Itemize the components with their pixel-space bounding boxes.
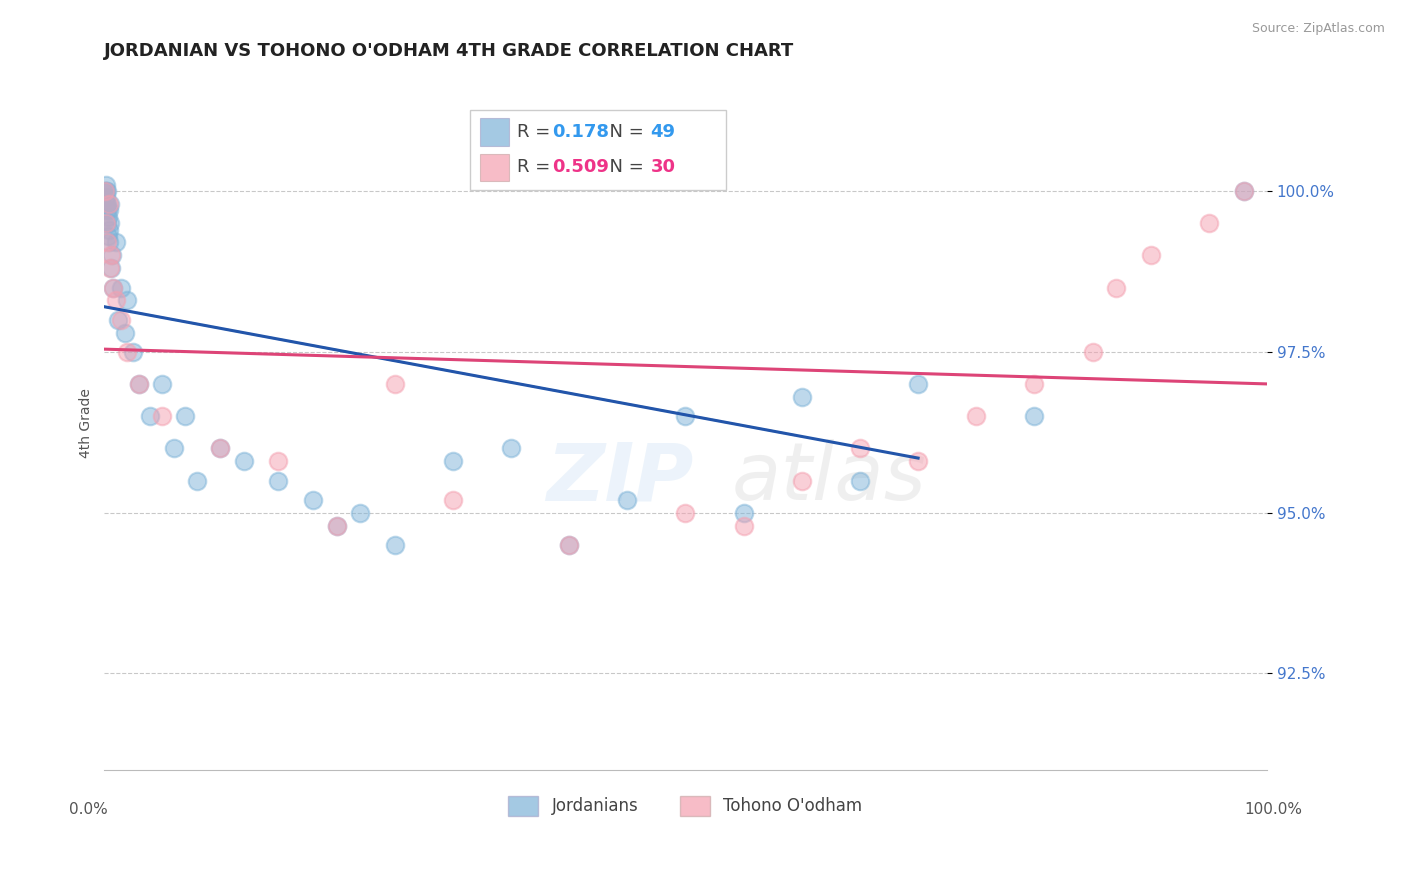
Point [384, 538, 406, 552]
Point [733, 506, 755, 520]
Point [98, 216, 121, 230]
Text: ZIP: ZIP [546, 439, 693, 517]
FancyBboxPatch shape [471, 110, 725, 190]
Point [1024, 376, 1046, 391]
Text: 0.178: 0.178 [551, 123, 609, 141]
Point [267, 454, 290, 468]
Point [499, 442, 522, 456]
Point [100, 248, 122, 262]
Point [96, 216, 118, 230]
Point [186, 474, 208, 488]
Point [907, 376, 929, 391]
Text: 49: 49 [651, 123, 676, 141]
FancyBboxPatch shape [479, 153, 509, 181]
Point [96, 197, 118, 211]
Point [267, 474, 290, 488]
Point [558, 538, 581, 552]
Text: 0.509: 0.509 [551, 159, 609, 177]
Point [97, 222, 120, 236]
Point [98, 235, 121, 250]
Legend: Jordanians, Tohono O'odham: Jordanians, Tohono O'odham [501, 788, 870, 824]
Point [94, 184, 117, 198]
Point [94, 184, 117, 198]
Point [849, 442, 872, 456]
Point [209, 442, 232, 456]
Point [103, 280, 125, 294]
Point [97, 203, 120, 218]
Text: 30: 30 [651, 159, 676, 177]
Point [209, 442, 232, 456]
Point [139, 409, 162, 424]
Point [790, 474, 813, 488]
Point [97, 210, 120, 224]
Point [733, 518, 755, 533]
Point [96, 216, 118, 230]
Point [110, 280, 132, 294]
Text: Source: ZipAtlas.com: Source: ZipAtlas.com [1251, 22, 1385, 36]
Text: R =: R = [517, 159, 555, 177]
Text: N =: N = [598, 123, 650, 141]
Point [675, 409, 697, 424]
Point [128, 376, 150, 391]
Point [128, 376, 150, 391]
Point [96, 190, 118, 204]
Point [98, 261, 121, 276]
Point [122, 344, 145, 359]
Point [790, 390, 813, 404]
Point [163, 442, 186, 456]
Point [349, 506, 371, 520]
Point [1233, 184, 1256, 198]
Point [849, 474, 872, 488]
Point [1198, 216, 1220, 230]
Point [675, 506, 697, 520]
Point [325, 518, 347, 533]
Point [96, 178, 118, 192]
Text: 100.0%: 100.0% [1244, 802, 1302, 817]
Point [115, 344, 138, 359]
Point [907, 454, 929, 468]
Point [150, 376, 173, 391]
Point [114, 326, 136, 340]
Point [1139, 248, 1161, 262]
Point [1024, 409, 1046, 424]
Point [302, 492, 325, 507]
Point [104, 235, 127, 250]
Point [965, 409, 987, 424]
Point [110, 312, 132, 326]
Point [174, 409, 197, 424]
Text: N =: N = [598, 159, 650, 177]
Point [558, 538, 581, 552]
Point [94, 197, 117, 211]
Point [115, 293, 138, 308]
Point [96, 184, 118, 198]
Point [101, 248, 124, 262]
Point [97, 229, 120, 244]
Text: JORDANIAN VS TOHONO O'ODHAM 4TH GRADE CORRELATION CHART: JORDANIAN VS TOHONO O'ODHAM 4TH GRADE CO… [104, 42, 794, 60]
Point [150, 409, 173, 424]
Point [325, 518, 347, 533]
Point [232, 454, 254, 468]
Point [384, 376, 406, 391]
Point [97, 197, 120, 211]
Point [1105, 280, 1128, 294]
Y-axis label: 4th Grade: 4th Grade [79, 388, 93, 458]
Point [103, 280, 125, 294]
Text: atlas: atlas [733, 439, 927, 517]
Text: R =: R = [517, 123, 555, 141]
Point [441, 454, 464, 468]
Point [1233, 184, 1256, 198]
Point [96, 235, 118, 250]
Point [100, 261, 122, 276]
Point [441, 492, 464, 507]
Point [98, 197, 121, 211]
Point [104, 293, 127, 308]
Point [1081, 344, 1104, 359]
Point [94, 184, 117, 198]
FancyBboxPatch shape [479, 119, 509, 146]
Point [107, 312, 129, 326]
Point [96, 203, 118, 218]
Point [616, 492, 638, 507]
Text: 0.0%: 0.0% [69, 802, 108, 817]
